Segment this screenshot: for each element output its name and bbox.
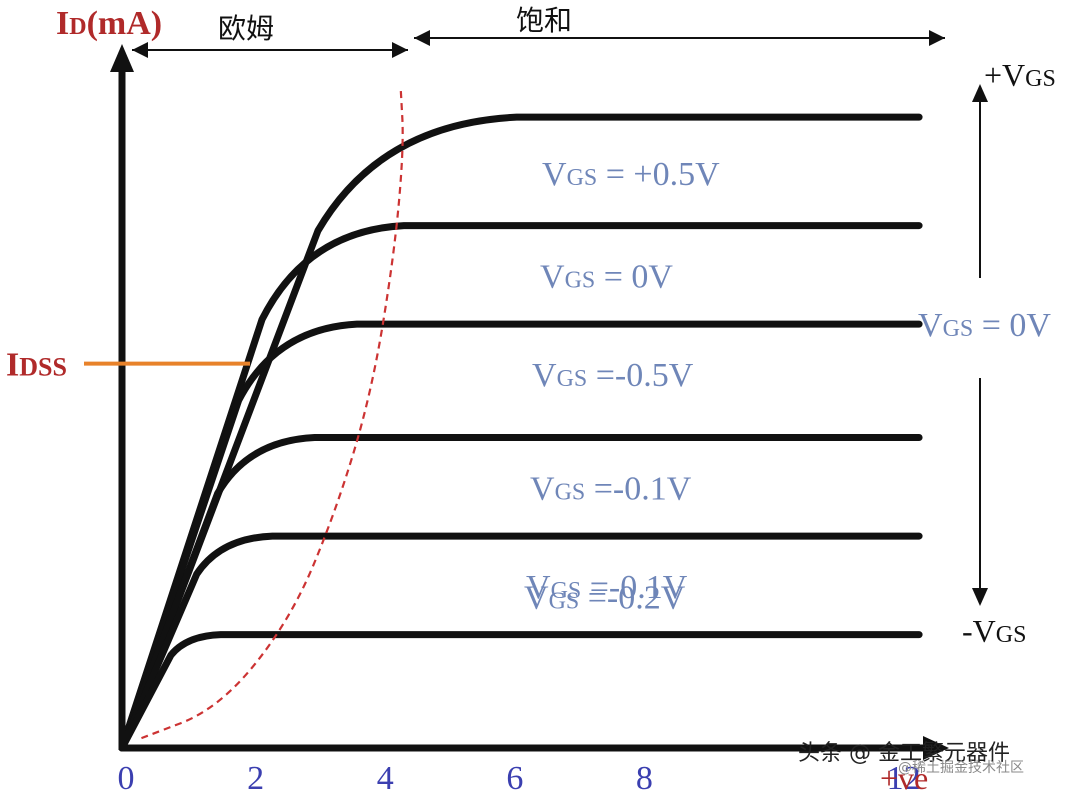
vgs-range-arrow-down-head: [972, 588, 988, 606]
saturation-region-arrow-right-head: [929, 30, 945, 46]
drain-curve-1: [118, 113, 923, 752]
vgs-range-arrow-up-head: [972, 84, 988, 102]
vgs-range-top-label: +VGS: [984, 57, 1056, 93]
drain-curve-2: [118, 222, 923, 752]
x-tick-label: 6: [506, 760, 523, 796]
pinch-off-dashed-curve: [141, 87, 404, 740]
ohmic-region-arrow-right-head: [392, 42, 408, 58]
ohmic-region-label: 欧姆: [218, 12, 274, 45]
vgs-label-6: VGS =-0.2V: [524, 580, 686, 617]
drain-curve-6: [118, 631, 923, 752]
saturation-region-arrow-left-head: [414, 30, 430, 46]
vgs-label-2: VGS = 0V: [540, 259, 673, 296]
vgs-label-3: VGS =-0.5V: [532, 357, 694, 394]
x-tick-label: 12: [887, 760, 921, 796]
chart-axes: [110, 44, 949, 760]
ohmic-region-arrow-left-head: [132, 42, 148, 58]
drain-curve-5: [118, 532, 923, 752]
vgs-label-1: VGS = +0.5V: [542, 156, 720, 193]
saturation-region-label: 饱和: [516, 4, 572, 37]
x-axis-arrow: [923, 736, 949, 760]
idss-label: IDSS: [6, 347, 67, 384]
vgs-range-bottom-label: -VGS: [962, 613, 1026, 649]
vgs-label-5: VGS =-0.1V: [526, 569, 688, 606]
y-axis-label: ID(mA): [56, 5, 162, 42]
chart-labels: ID(mA) 欧姆 饱和 IDSS VGS = +0.5V VGS = 0V VGS =-0…: [6, 4, 1056, 796]
drain-curve-4: [118, 434, 923, 752]
drain-current-curves: [118, 113, 923, 752]
vgs-range-middle-label: VGS = 0V: [918, 307, 1051, 344]
watermark-line-1: 头条 @ 金工繁元器件: [798, 741, 1010, 766]
x-tick-label: 8: [636, 760, 653, 796]
x-tick-label: 4: [377, 760, 394, 796]
y-axis-arrow: [110, 44, 134, 72]
drain-curve-3: [118, 320, 923, 752]
pinch-off-boundary: [141, 87, 404, 740]
watermark-line-2: @稀土掘金技术社区: [898, 760, 1024, 776]
x-tick-label: 0: [118, 760, 135, 796]
x-axis-label: +ve: [880, 760, 928, 796]
vgs-label-4: VGS =-0.1V: [530, 471, 692, 508]
x-tick-label: 2: [247, 760, 264, 796]
